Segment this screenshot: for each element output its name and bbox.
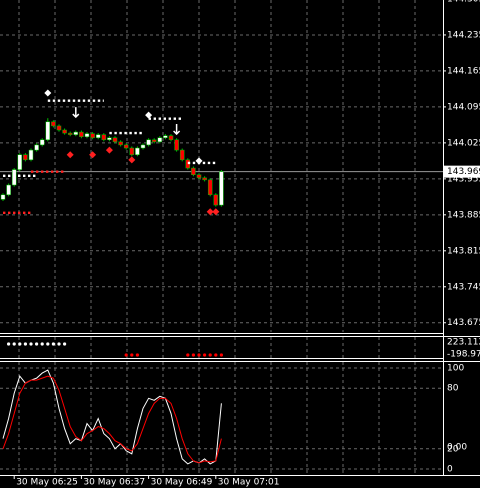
up-dot [7,342,11,346]
y-tick-label: 143.955 [447,174,480,184]
up-dot [23,342,27,346]
y-tick-label: 143.815 [447,246,480,256]
y-tick-label: 144.165 [447,66,480,76]
signal-arrow [173,124,181,136]
y-tick-label: 143.745 [447,282,480,292]
stochastic-line [2,375,222,464]
x-tick-label: 30 May 06:49 [151,478,213,488]
candle-body [140,144,146,149]
signal-arrow [72,107,80,119]
candle-body [207,179,213,196]
candle-body [213,194,219,206]
candle-body [135,147,140,155]
up-dot [57,342,61,346]
up-dot [63,342,67,346]
down-diamonds [105,146,113,154]
y-tick-label: 143.675 [447,318,480,328]
candle-body [129,147,135,155]
candle-body [90,133,95,138]
down-dot [203,353,207,357]
up-dot [40,342,44,346]
candle-body [112,137,118,143]
up-diamonds [145,111,153,119]
level-label: 0.00 [447,443,467,453]
y-tick-label: 143.885 [447,210,480,220]
candle-body [151,139,157,143]
up-diamonds [44,89,52,97]
candle-body [95,134,101,138]
x-tick-label: 30 May 07:01 [218,478,280,488]
candle-body [168,135,174,141]
down-dot [135,353,139,357]
down-diamonds [128,156,136,164]
candle-body [62,129,67,134]
candle-body [45,121,51,141]
y-tick-label: 144.305 [447,0,480,4]
candle-body [84,133,90,137]
candle-body [157,137,163,143]
down-dot [197,353,201,357]
y-tick-label: 144.095 [447,102,480,112]
y-tick-label: 144.025 [447,138,480,148]
y-tick-label: 144.235 [447,30,480,40]
down-dot [124,353,128,357]
candle-body [118,141,123,146]
candle-body [191,167,196,175]
candle-body [6,184,11,196]
y-tick-label: 223.112 [447,338,480,348]
candle-body [219,171,224,206]
down-dot [186,353,190,357]
candle-body [146,139,151,146]
down-dot [191,353,195,357]
down-diamonds [66,151,74,159]
candle-body [23,154,28,161]
down-dot [214,353,218,357]
candle-body [28,149,34,161]
y-tick-label: 0 [447,464,453,474]
y-tick-label: 100 [447,364,464,374]
candle-body [34,144,39,151]
candle-body [163,135,168,138]
candle-body [73,131,79,135]
x-tick-label: 30 May 06:25 [16,478,78,488]
candle-body [11,169,17,186]
down-dot [130,353,134,357]
x-tick-label: 30 May 06:37 [83,478,145,488]
down-dot [219,353,223,357]
candle-body [123,144,129,149]
candle-body [174,139,179,151]
current-price-label: 143.969 [447,167,480,177]
candle-body [101,134,107,141]
candle-body [79,131,84,137]
up-dot [51,342,56,346]
up-dot [35,342,39,346]
candle-body [67,132,73,135]
y-tick-label: 20 [447,444,459,454]
up-dot [18,342,22,346]
candle-body [17,154,23,170]
up-dot [46,342,50,346]
candle-body [56,125,62,131]
y-tick-label: 80 [447,384,459,394]
candle-body [202,177,207,181]
down-diamonds [212,208,220,216]
down-dot [208,353,212,357]
current-price-box [444,165,480,178]
candle-body [0,194,6,200]
y-tick-label: -198.972 [447,350,480,360]
up-dot [12,342,16,346]
stochastic-line [2,369,222,465]
up-diamonds [195,157,203,165]
candle-body [39,139,45,146]
candle-body [179,149,185,161]
candle-body [51,121,56,127]
up-dot [29,342,33,346]
candle-body [196,174,202,179]
down-diamonds [206,208,214,216]
down-diamonds [89,151,97,159]
candle-body [107,137,112,141]
